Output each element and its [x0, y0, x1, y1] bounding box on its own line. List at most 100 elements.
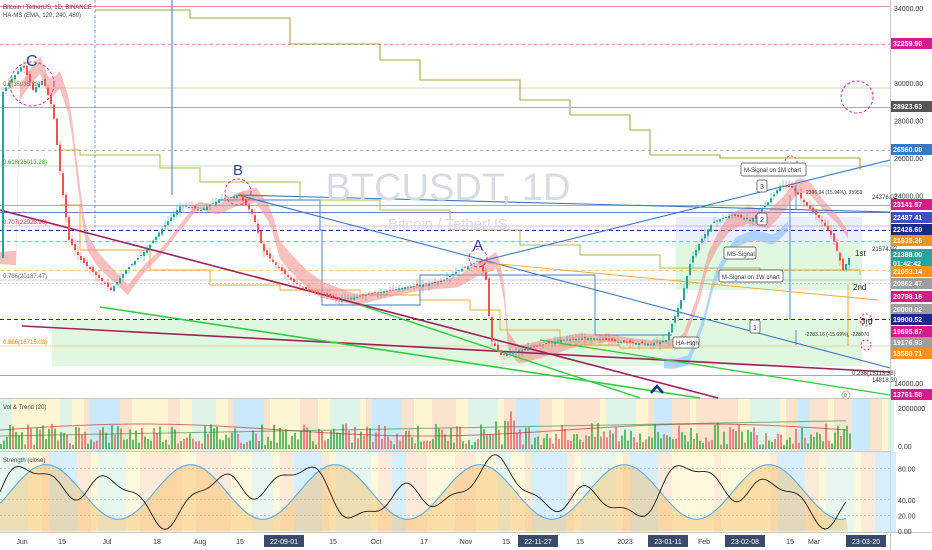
volume-bar [720, 444, 722, 449]
volume-bar [828, 440, 830, 449]
volume-indicator-title[interactable]: Vol & Trend (20) [3, 405, 46, 411]
strength-bg-strip [798, 452, 805, 532]
count-box-2[interactable] [756, 212, 768, 226]
strength-bg-strip [105, 452, 112, 532]
volume-bar [570, 440, 572, 449]
volume-bg-strip [396, 399, 402, 451]
candle-body [62, 173, 64, 195]
candle-body [839, 252, 841, 261]
volume-bg-strip [564, 399, 570, 451]
volume-bg-strip [552, 399, 558, 451]
volume-bar [372, 442, 374, 449]
volume-bar [753, 427, 755, 449]
price-axis[interactable]: 34000.0032000.0030000.0028000.0026000.00… [891, 6, 932, 536]
strength-bg-strip [378, 452, 385, 532]
price-marker-tag [891, 199, 932, 210]
marker-zero[interactable] [841, 390, 851, 400]
volume-bar [321, 430, 323, 449]
volume-bg-strip [108, 399, 114, 451]
strength-bg-strip [546, 452, 553, 532]
ha-high-box[interactable] [672, 336, 700, 349]
candle-body [482, 264, 484, 272]
wave-label-b: B [233, 162, 243, 179]
volume-bar [171, 426, 173, 449]
candle-body [335, 298, 337, 300]
indicator-title[interactable]: HA-MS (EMA, 120, 240, 480) [3, 13, 81, 19]
volume-bar [135, 430, 137, 449]
candle-body [542, 344, 544, 346]
volume-bar [123, 439, 125, 449]
m-signal-1w-box[interactable] [718, 269, 784, 283]
volume-bar [186, 437, 188, 449]
volume-bg-strip [18, 399, 24, 451]
volume-bar [609, 430, 611, 449]
count-label-2: 2 [760, 217, 764, 224]
strength-bg-strip [49, 452, 56, 532]
volume-bar [36, 428, 38, 449]
candle-body [488, 278, 490, 316]
volume-bg-strip [828, 399, 834, 451]
support-zone-box [52, 320, 862, 366]
ms-signal-box[interactable] [723, 246, 757, 260]
candle-body [632, 342, 634, 343]
volume-bar [480, 424, 482, 449]
strength-bg-strip [245, 452, 252, 532]
volume-bar [210, 424, 212, 449]
candle-body [446, 278, 448, 279]
m-signal-1m-box[interactable] [740, 162, 807, 177]
candle-body [65, 194, 67, 218]
candle-body [500, 351, 502, 355]
price-marker-tag [891, 101, 932, 112]
volume-bg-strip [774, 399, 780, 451]
symbol-title[interactable]: Bitcoin / TetherUS, 1D, BINANCE [3, 5, 92, 11]
candle-body [680, 300, 682, 309]
candle-body [698, 244, 700, 251]
candle-body [623, 340, 625, 343]
volume-bar [438, 428, 440, 449]
volume-bar [567, 440, 569, 449]
volume-bar [756, 435, 758, 449]
volume-bar [330, 430, 332, 449]
volume-bar [459, 426, 461, 449]
price-marker-tag [891, 266, 932, 277]
volume-bg-strip [516, 399, 522, 451]
strength-bg-strip [224, 452, 231, 532]
time-axis[interactable]: Jun 15 Jul 18 Aug 15 22-09-01 15 Oct 17 Nov 15 22-11… [16, 535, 886, 547]
candle-body [470, 265, 472, 266]
volume-bar [810, 434, 812, 449]
price-marker-tag [891, 314, 932, 325]
strength-bg-strip [126, 452, 133, 532]
volume-bar [549, 438, 551, 449]
volume-bg-strip [426, 399, 432, 451]
candle-body [614, 339, 616, 342]
candle-body [629, 340, 631, 343]
candle-body [809, 205, 811, 209]
candle-body [689, 264, 691, 276]
count-box-3[interactable] [756, 179, 768, 193]
count-box-1[interactable] [749, 319, 761, 334]
volume-bar [696, 433, 698, 449]
volume-bg-strip [228, 399, 234, 451]
strength-bg-strip [560, 452, 567, 532]
strength-bg-strip [819, 452, 826, 532]
volume-bar [288, 444, 290, 449]
volume-bg-strip [702, 399, 708, 451]
volume-bg-strip [798, 399, 804, 451]
volume-bar [513, 420, 515, 449]
volume-bg-strip [144, 399, 150, 451]
volume-bar [711, 439, 713, 449]
candle-body [353, 297, 355, 300]
candle-body [695, 250, 697, 256]
price-marker-tag [891, 348, 932, 359]
strength-indicator-title[interactable]: Strength (close) [3, 458, 45, 464]
candle-body [137, 258, 139, 260]
candle-body [668, 332, 670, 341]
candle-body [212, 203, 214, 205]
volume-bar [102, 427, 104, 449]
volume-bar [687, 441, 689, 449]
volume-bar [744, 442, 746, 449]
volume-bg-strip [816, 399, 822, 451]
candle-body [59, 144, 61, 172]
candle-body [347, 298, 349, 300]
